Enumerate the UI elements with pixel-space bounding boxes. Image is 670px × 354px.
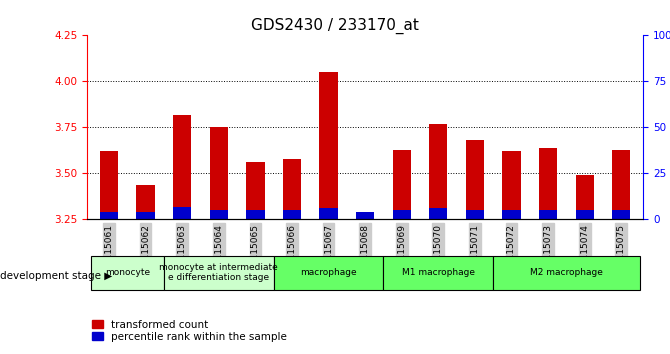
FancyBboxPatch shape (383, 256, 493, 290)
Bar (320, 72, 338, 219)
Text: macrophage: macrophage (300, 268, 357, 277)
Text: development stage ▶: development stage ▶ (0, 271, 113, 281)
FancyBboxPatch shape (164, 256, 273, 290)
Bar (576, 210, 594, 219)
Text: M2 macrophage: M2 macrophage (530, 268, 603, 277)
Bar (502, 152, 521, 219)
Bar (393, 210, 411, 219)
FancyBboxPatch shape (90, 256, 164, 290)
Bar (283, 159, 301, 219)
FancyBboxPatch shape (273, 256, 383, 290)
Bar (100, 212, 118, 219)
Bar (429, 124, 448, 219)
Text: M1 macrophage: M1 macrophage (402, 268, 475, 277)
Bar (247, 162, 265, 219)
Bar (466, 210, 484, 219)
Bar (539, 148, 557, 219)
Bar (612, 210, 630, 219)
Bar (393, 149, 411, 219)
Bar (429, 209, 448, 219)
Bar (356, 216, 375, 219)
Text: monocyte: monocyte (105, 268, 150, 277)
Bar (210, 210, 228, 219)
Text: GDS2430 / 233170_at: GDS2430 / 233170_at (251, 18, 419, 34)
Bar (356, 212, 375, 219)
Bar (502, 210, 521, 219)
Text: monocyte at intermediate
e differentiation stage: monocyte at intermediate e differentiati… (159, 263, 278, 282)
Bar (100, 152, 118, 219)
Bar (612, 149, 630, 219)
Bar (173, 207, 192, 219)
Bar (466, 140, 484, 219)
Bar (137, 184, 155, 219)
Bar (283, 210, 301, 219)
Bar (320, 209, 338, 219)
Bar (247, 210, 265, 219)
Bar (576, 175, 594, 219)
Legend: transformed count, percentile rank within the sample: transformed count, percentile rank withi… (92, 320, 287, 342)
Bar (173, 115, 192, 219)
FancyBboxPatch shape (493, 256, 640, 290)
Bar (539, 210, 557, 219)
Bar (137, 212, 155, 219)
Bar (210, 127, 228, 219)
